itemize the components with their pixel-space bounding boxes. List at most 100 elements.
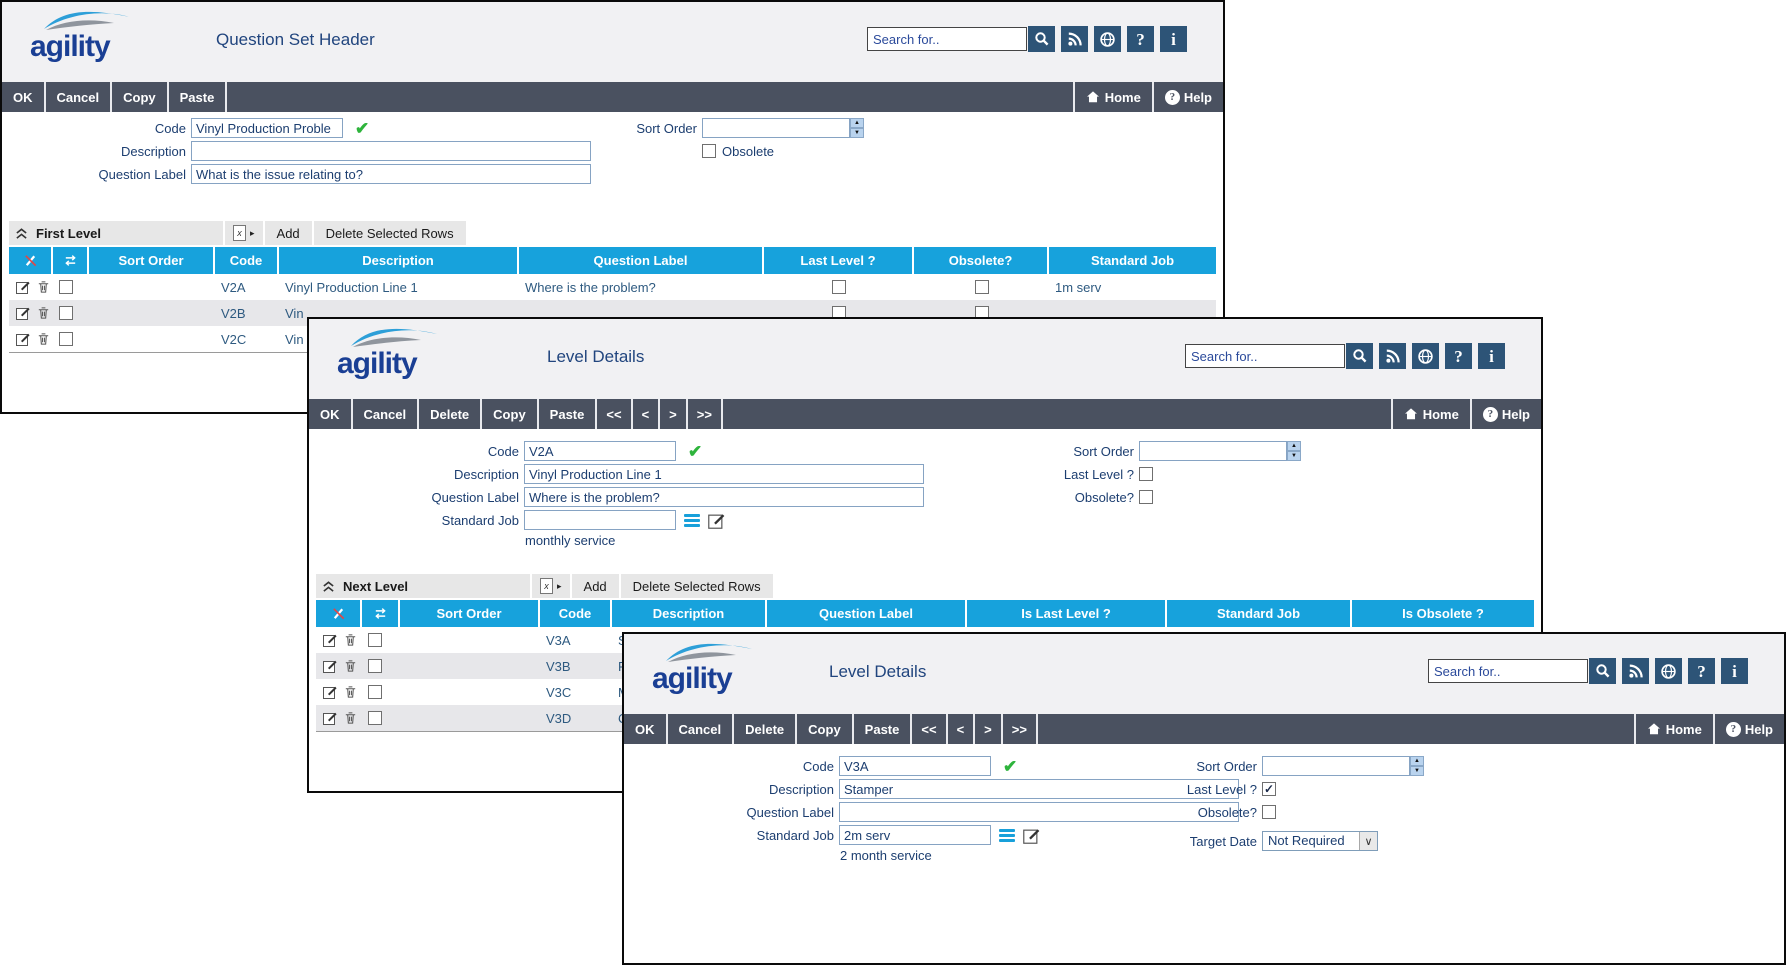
code-field[interactable]: [839, 756, 991, 776]
globe-icon[interactable]: [1412, 343, 1439, 369]
globe-icon[interactable]: [1094, 26, 1121, 52]
info-icon[interactable]: i: [1160, 26, 1187, 52]
row-select-checkbox[interactable]: [368, 633, 382, 647]
home-button[interactable]: Home: [1390, 399, 1470, 429]
globe-icon[interactable]: [1655, 658, 1682, 684]
edit-row-icon[interactable]: [15, 279, 31, 295]
spin-down-icon[interactable]: ▼: [850, 128, 864, 138]
edit-row-icon[interactable]: [15, 331, 31, 347]
ok-button[interactable]: OK: [624, 714, 668, 744]
paste-button[interactable]: Paste: [539, 399, 598, 429]
info-icon[interactable]: i: [1721, 658, 1748, 684]
cancel-button[interactable]: Cancel: [668, 714, 735, 744]
obsolete-checkbox[interactable]: [974, 280, 989, 294]
last-record-button[interactable]: >>: [688, 399, 723, 429]
last-level-checkbox[interactable]: ✓: [1262, 782, 1276, 796]
cancel-button[interactable]: Cancel: [46, 82, 113, 112]
row-select-checkbox[interactable]: [59, 280, 73, 294]
target-date-select[interactable]: Not Required ∨: [1262, 831, 1378, 851]
collapse-chevron-icon[interactable]: [322, 580, 335, 593]
delete-button[interactable]: Delete: [419, 399, 483, 429]
add-row-button[interactable]: Add: [571, 574, 619, 598]
sort-order-field[interactable]: [702, 118, 850, 138]
delete-selected-rows-button[interactable]: Delete Selected Rows: [313, 221, 466, 245]
search-icon[interactable]: [1589, 658, 1616, 684]
delete-row-icon[interactable]: [343, 658, 358, 674]
delete-row-icon[interactable]: [343, 632, 358, 648]
previous-record-button[interactable]: <: [633, 399, 661, 429]
help-icon[interactable]: ?: [1445, 343, 1472, 369]
info-icon[interactable]: i: [1478, 343, 1505, 369]
row-select-checkbox[interactable]: [368, 685, 382, 699]
row-select-checkbox[interactable]: [59, 332, 73, 346]
first-record-button[interactable]: <<: [912, 714, 948, 744]
next-record-button[interactable]: >: [660, 399, 688, 429]
standard-job-field[interactable]: [524, 510, 676, 530]
export-excel-button[interactable]: x ▸: [532, 574, 570, 598]
next-record-button[interactable]: >: [975, 714, 1003, 744]
delete-row-icon[interactable]: [36, 279, 51, 295]
standard-job-field[interactable]: [839, 825, 991, 845]
search-input[interactable]: [1185, 344, 1345, 368]
description-field[interactable]: [839, 779, 1239, 799]
spin-down-icon[interactable]: ▼: [1410, 766, 1424, 776]
last-level-checkbox[interactable]: [832, 280, 846, 294]
edit-row-icon[interactable]: [15, 305, 31, 321]
first-record-button[interactable]: <<: [597, 399, 633, 429]
code-field[interactable]: [191, 118, 343, 138]
delete-row-icon[interactable]: [36, 331, 51, 347]
edit-standard-job-icon[interactable]: [707, 511, 726, 530]
paste-button[interactable]: Paste: [854, 714, 913, 744]
previous-record-button[interactable]: <: [948, 714, 976, 744]
delete-row-icon[interactable]: [343, 684, 358, 700]
spin-down-icon[interactable]: ▼: [1287, 451, 1301, 461]
lookup-menu-icon[interactable]: [684, 513, 700, 527]
help-button[interactable]: ? Help: [1712, 714, 1784, 744]
search-icon[interactable]: [1028, 26, 1055, 52]
edit-row-icon[interactable]: [322, 710, 338, 726]
home-button[interactable]: Home: [1633, 714, 1713, 744]
search-input[interactable]: [867, 27, 1027, 51]
spin-up-icon[interactable]: ▲: [1287, 441, 1301, 451]
question-label-field[interactable]: [839, 802, 1239, 822]
ok-button[interactable]: OK: [2, 82, 46, 112]
obsolete-checkbox[interactable]: [702, 144, 716, 158]
help-button[interactable]: ? Help: [1151, 82, 1223, 112]
copy-button[interactable]: Copy: [482, 399, 539, 429]
rss-icon[interactable]: [1061, 26, 1088, 52]
edit-standard-job-icon[interactable]: [1022, 826, 1041, 845]
delete-row-icon[interactable]: [343, 710, 358, 726]
rss-icon[interactable]: [1622, 658, 1649, 684]
rss-icon[interactable]: [1379, 343, 1406, 369]
search-icon[interactable]: [1346, 343, 1373, 369]
delete-button[interactable]: Delete: [734, 714, 798, 744]
copy-button[interactable]: Copy: [112, 82, 169, 112]
edit-row-icon[interactable]: [322, 658, 338, 674]
obsolete-checkbox[interactable]: [1262, 805, 1276, 819]
copy-button[interactable]: Copy: [797, 714, 854, 744]
cancel-button[interactable]: Cancel: [353, 399, 420, 429]
spin-up-icon[interactable]: ▲: [1410, 756, 1424, 766]
obsolete-checkbox[interactable]: [1139, 490, 1153, 504]
export-excel-button[interactable]: x ▸: [225, 221, 263, 245]
sort-order-field[interactable]: [1139, 441, 1287, 461]
delete-row-icon[interactable]: [36, 305, 51, 321]
delete-selected-rows-button[interactable]: Delete Selected Rows: [620, 574, 773, 598]
description-field[interactable]: [191, 141, 591, 161]
row-select-checkbox[interactable]: [59, 306, 73, 320]
description-field[interactable]: [524, 464, 924, 484]
collapse-chevron-icon[interactable]: [15, 227, 28, 240]
spin-up-icon[interactable]: ▲: [850, 118, 864, 128]
help-icon[interactable]: ?: [1688, 658, 1715, 684]
edit-row-icon[interactable]: [322, 684, 338, 700]
home-button[interactable]: Home: [1072, 82, 1152, 112]
search-input[interactable]: [1428, 659, 1588, 683]
add-row-button[interactable]: Add: [264, 221, 312, 245]
edit-row-icon[interactable]: [322, 632, 338, 648]
row-select-checkbox[interactable]: [368, 659, 382, 673]
row-select-checkbox[interactable]: [368, 711, 382, 725]
sort-order-field[interactable]: [1262, 756, 1410, 776]
code-field[interactable]: [524, 441, 676, 461]
question-label-field[interactable]: [524, 487, 924, 507]
last-record-button[interactable]: >>: [1003, 714, 1038, 744]
